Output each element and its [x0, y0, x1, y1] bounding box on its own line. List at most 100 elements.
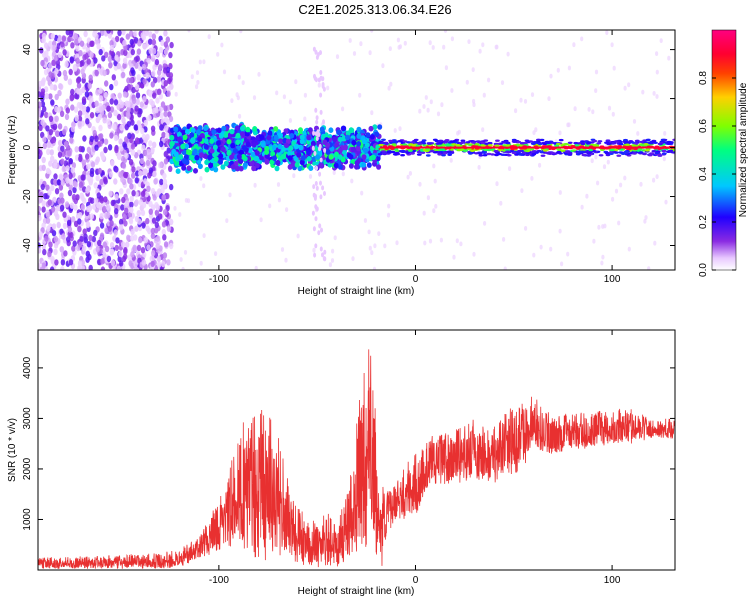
- heatmap-cell: [159, 124, 164, 131]
- heatmap-cell: [81, 159, 87, 166]
- heatmap-cell: [178, 212, 182, 217]
- heatmap-cell: [395, 240, 399, 246]
- heatmap-cell: [42, 142, 47, 150]
- heatmap-cell: [154, 30, 159, 34]
- heatmap-cell: [78, 181, 84, 188]
- heatmap-cell: [48, 40, 53, 47]
- heatmap-cell: [607, 105, 612, 111]
- heatmap-cell: [444, 139, 450, 142]
- heatmap-cell: [146, 185, 151, 192]
- heatmap-cell: [333, 235, 337, 241]
- heatmap-cell: [660, 138, 666, 141]
- heatmap-cell: [186, 165, 192, 171]
- heatmap-cell: [312, 46, 316, 52]
- heatmap-cell: [85, 221, 91, 228]
- heatmap-cell: [226, 138, 232, 145]
- heatmap-cell: [296, 233, 300, 239]
- heatmap-cell: [387, 203, 391, 209]
- heatmap-cell: [319, 126, 325, 133]
- heatmap-cell: [241, 145, 247, 151]
- heatmap-cell: [145, 133, 150, 141]
- heatmap-cell: [289, 133, 295, 139]
- heatmap-cell: [365, 132, 371, 138]
- heatmap-cell: [518, 153, 524, 156]
- heatmap-cell: [531, 153, 537, 156]
- heatmap-cell: [240, 154, 246, 160]
- heatmap-cell: [118, 171, 123, 178]
- heatmap-cell: [350, 178, 354, 184]
- heatmap-cell: [142, 169, 147, 176]
- heatmap-cell: [117, 153, 122, 160]
- heatmap-cell: [203, 138, 209, 144]
- heatmap-cell: [195, 129, 201, 135]
- heatmap-cell: [367, 229, 371, 235]
- heatmap-cell: [374, 131, 380, 138]
- heatmap-cell: [138, 170, 143, 177]
- heatmap-cell: [328, 262, 332, 268]
- heatmap-cell: [122, 39, 127, 47]
- heatmap-cell: [72, 186, 77, 194]
- heatmap-cell: [163, 241, 169, 248]
- heatmap-cell: [306, 134, 312, 141]
- heatmap-cell: [242, 162, 248, 168]
- heatmap-cell: [168, 165, 173, 172]
- heatmap-cell: [223, 160, 229, 167]
- heatmap-cell: [433, 148, 438, 152]
- heatmap-cell: [52, 44, 57, 51]
- heatmap-cell: [620, 152, 626, 155]
- heatmap-cell: [151, 48, 157, 55]
- heatmap-cell: [194, 154, 200, 161]
- heatmap-cell: [358, 92, 362, 98]
- heatmap-cell: [82, 197, 87, 204]
- heatmap-cell: [240, 125, 245, 132]
- heatmap-cell: [73, 106, 79, 113]
- heatmap-cell: [139, 157, 145, 165]
- heatmap-cell: [110, 93, 115, 100]
- heatmap-cell: [70, 88, 75, 96]
- heatmap-cell: [114, 244, 120, 252]
- heatmap-cell: [163, 41, 169, 48]
- heatmap-cell: [647, 154, 653, 157]
- heatmap-cell: [72, 65, 78, 72]
- heatmap-cell: [406, 174, 410, 180]
- heatmap-cell: [410, 141, 416, 144]
- heatmap-cell: [148, 140, 153, 147]
- heatmap-cell: [661, 152, 667, 155]
- heatmap-cell: [482, 154, 488, 157]
- heatmap-cell: [209, 147, 215, 154]
- heatmap-cell: [99, 222, 105, 229]
- y-tick-label: -20: [22, 189, 33, 204]
- heatmap-cell: [644, 215, 648, 220]
- heatmap-cell: [108, 190, 113, 197]
- heatmap-cell: [85, 118, 90, 125]
- heatmap-cell: [173, 206, 177, 211]
- heatmap-cell: [363, 147, 368, 154]
- heatmap-cell: [163, 151, 168, 158]
- snr-ticks: -100 0 100 1000 2000 3000 4000: [22, 330, 675, 586]
- heatmap-cell: [524, 139, 530, 142]
- heatmap-cell: [54, 188, 60, 195]
- heatmap-cell: [617, 220, 621, 226]
- heatmap-cell: [173, 151, 179, 158]
- heatmap-cell: [550, 151, 555, 155]
- heatmap-cell: [125, 241, 130, 248]
- heatmap-cell: [50, 99, 55, 106]
- heatmap-cell: [370, 250, 374, 256]
- heatmap-cell: [348, 154, 354, 160]
- heatmap-cell: [152, 170, 157, 178]
- heatmap-cell: [311, 145, 315, 151]
- heatmap-cell: [216, 140, 221, 146]
- heatmap-cell: [368, 125, 374, 132]
- heatmap-cell: [655, 51, 659, 56]
- heatmap-cell: [79, 192, 84, 199]
- heatmap-cell: [403, 40, 407, 46]
- heatmap-cell: [657, 154, 663, 157]
- heatmap-cell: [100, 154, 106, 161]
- heatmap-cell: [104, 51, 109, 58]
- heatmap-cell: [314, 131, 318, 137]
- spectrogram-frame: [37, 29, 676, 271]
- heatmap-cell: [65, 177, 70, 184]
- heatmap-cell: [312, 192, 316, 198]
- heatmap-cell: [627, 246, 631, 252]
- heatmap-cell: [372, 124, 378, 130]
